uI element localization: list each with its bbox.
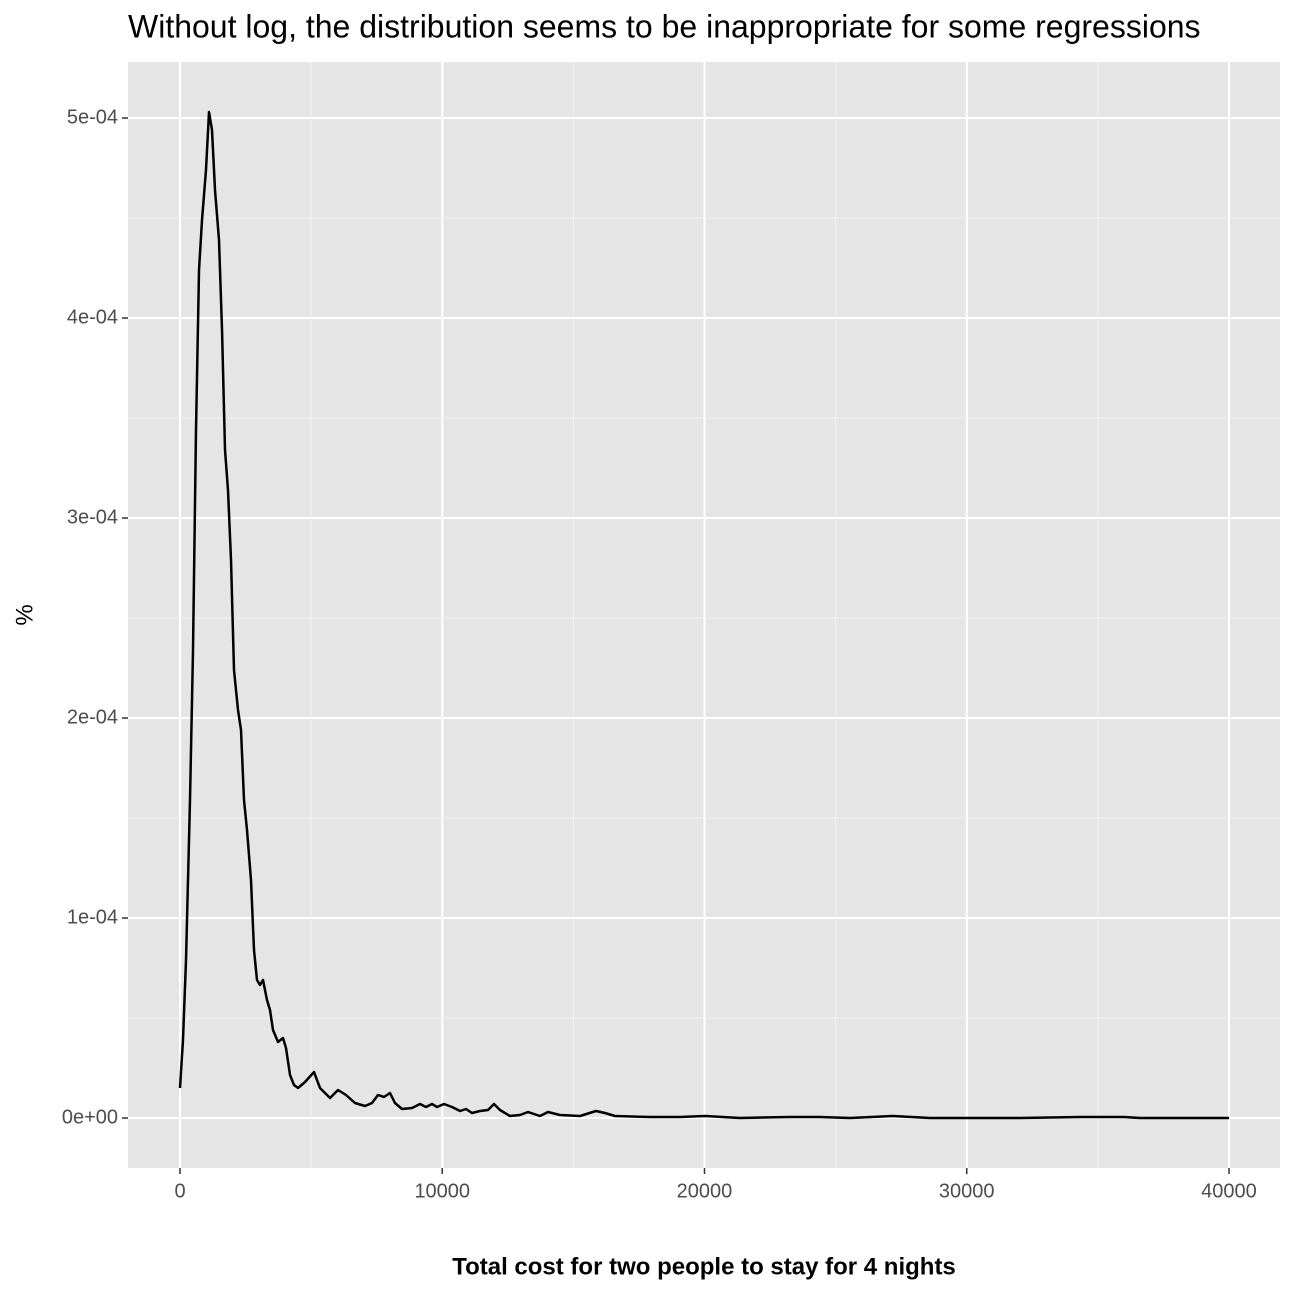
y-tick-label: 2e-04 [67, 706, 118, 728]
x-tick-label: 40000 [1201, 1180, 1257, 1202]
density-line [178, 110, 1229, 1120]
y-tick-label: 0e+00 [62, 1106, 118, 1128]
y-tick-label: 5e-04 [67, 106, 118, 128]
x-tick-label: 10000 [414, 1180, 470, 1202]
chart-title: Without log, the distribution seems to b… [128, 8, 1201, 44]
x-tick-label: 0 [174, 1180, 185, 1202]
x-tick-label: 20000 [677, 1180, 733, 1202]
y-tick-label: 3e-04 [67, 506, 118, 528]
x-axis-title: Total cost for two people to stay for 4 … [452, 1253, 956, 1280]
x-tick-label: 30000 [939, 1180, 995, 1202]
y-tick-label: 4e-04 [67, 306, 118, 328]
y-tick-label: 1e-04 [67, 906, 118, 928]
y-axis-title: % [11, 604, 38, 625]
